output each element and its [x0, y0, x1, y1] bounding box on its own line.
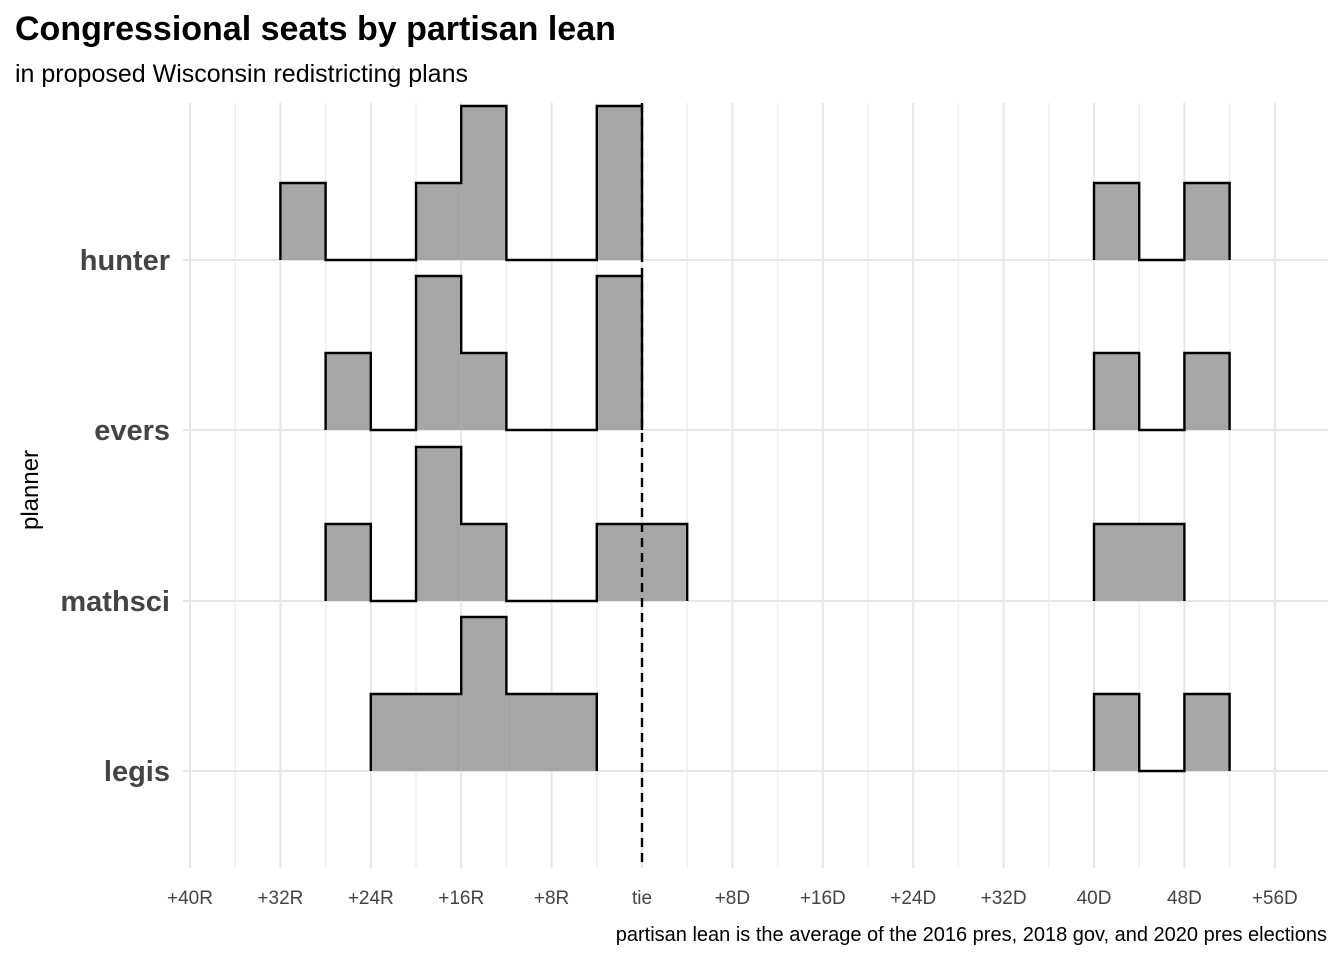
chart-subtitle: in proposed Wisconsin redistricting plan…	[15, 60, 468, 88]
chart-caption: partisan lean is the average of the 2016…	[616, 924, 1327, 946]
histogram-bin	[461, 617, 507, 771]
x-tick-label: +32R	[257, 888, 303, 909]
histogram-bin	[1094, 353, 1140, 430]
x-tick-label: tie	[632, 888, 652, 909]
histogram-bin	[325, 353, 371, 430]
histogram-bin	[596, 276, 642, 430]
histogram-bin	[461, 353, 507, 430]
grid	[183, 103, 1328, 868]
x-tick-label: +16D	[800, 888, 846, 909]
histogram-bin	[325, 524, 371, 601]
histogram-outline	[1092, 181, 1231, 262]
histogram-outline	[1092, 522, 1186, 601]
histogram-bin	[370, 694, 462, 771]
histogram-bin	[416, 276, 462, 430]
histogram-bin	[416, 183, 462, 260]
histogram-bin	[416, 447, 462, 601]
histogram-outline	[324, 445, 689, 603]
histogram-outline	[324, 274, 644, 432]
x-tick-label: +24R	[348, 888, 394, 909]
x-tick-label: +24D	[890, 888, 936, 909]
histogram-bin	[1184, 183, 1230, 260]
histogram-bin	[1094, 694, 1140, 771]
x-tick-label: +8D	[715, 888, 750, 909]
histogram-bin	[461, 106, 507, 260]
histogram-outline	[369, 615, 598, 771]
x-tick-label: +56D	[1252, 888, 1298, 909]
x-tick-label: +8R	[534, 888, 569, 909]
histogram-bin	[1094, 183, 1140, 260]
histogram-outline	[1092, 692, 1231, 773]
histogram-bin	[1094, 524, 1185, 601]
y-axis-ticks: hunter evers mathsci legis	[60, 245, 170, 788]
histogram-bin	[506, 694, 597, 771]
x-tick-label: +32D	[981, 888, 1027, 909]
x-tick-label: +16R	[438, 888, 484, 909]
histogram-bin	[596, 106, 642, 260]
bars	[279, 104, 1231, 773]
histogram-outline	[1092, 351, 1231, 432]
y-tick-label: hunter	[80, 245, 170, 277]
x-tick-label: 48D	[1167, 888, 1202, 909]
histogram-evers	[324, 274, 1231, 432]
histogram-outline	[279, 104, 644, 262]
x-tick-label: 40D	[1077, 888, 1112, 909]
histogram-bin	[461, 524, 507, 601]
histogram-bin	[280, 183, 326, 260]
histogram-mathsci	[324, 445, 1186, 603]
histogram-bin	[1184, 353, 1230, 430]
histogram-bin	[1184, 694, 1230, 771]
y-tick-label: evers	[94, 415, 170, 447]
histogram-legis	[369, 615, 1231, 773]
y-axis-title: planner	[17, 450, 44, 530]
chart-title: Congressional seats by partisan lean	[15, 10, 616, 48]
x-axis-ticks: +40R +32R +24R +16R +8R tie +8D +16D +24D +32D 40D…	[167, 888, 1298, 909]
y-tick-label: legis	[104, 756, 170, 788]
histogram-hunter	[279, 104, 1231, 262]
x-tick-label: +40R	[167, 888, 213, 909]
y-tick-label: mathsci	[60, 586, 170, 618]
